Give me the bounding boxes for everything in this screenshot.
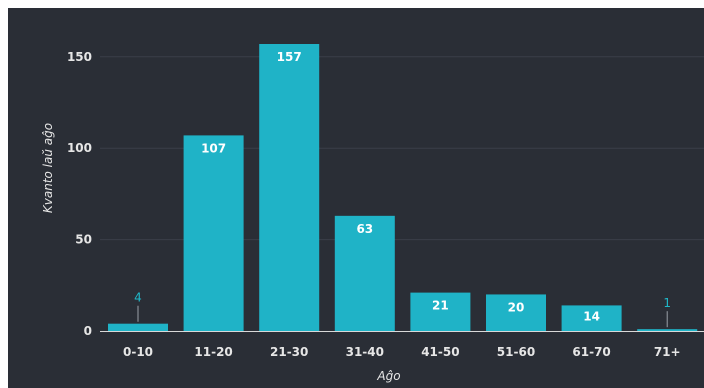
data-label: 1 [663,296,671,310]
data-label: 107 [201,141,226,155]
bar-21-30 [259,44,320,331]
data-labels: 4 107 157 63 21 20 14 1 [134,50,671,328]
bar-61-70 [561,305,622,331]
x-tick-label: 61-70 [572,345,610,359]
data-label: 20 [508,300,525,314]
y-tick-label: 50 [75,233,92,247]
data-label: 63 [356,222,373,236]
data-label: 14 [583,309,600,323]
bar-0-10 [108,323,168,331]
y-axis-title: Kvanto laŭ aĝo [41,123,55,213]
data-label: 4 [134,291,142,305]
data-label: 21 [432,299,449,313]
x-tick-label: 41-50 [421,345,459,359]
bar-71+ [637,329,698,331]
x-tick-label: 11-20 [194,345,232,359]
bars [108,44,698,331]
bar-31-40 [334,215,395,331]
bar-41-50 [410,292,471,331]
bar-51-60 [486,294,546,331]
x-tick-label: 31-40 [346,345,384,359]
x-tick-label: 71+ [654,345,681,359]
x-tick-label: 21-30 [270,345,308,359]
y-axis-ticks: 0 50 100 150 [67,50,92,338]
y-tick-label: 150 [67,50,92,64]
x-tick-label: 0-10 [123,345,153,359]
chart-panel: 0 50 100 150 4 107 157 63 21 20 14 1 0-10 11-20 21-3… [8,8,704,388]
bar-11-20 [183,135,244,331]
bar-chart: 0 50 100 150 4 107 157 63 21 20 14 1 0-10 11-20 21-3… [41,44,704,383]
x-tick-label: 51-60 [497,345,535,359]
x-axis-ticks: 0-10 11-20 21-30 31-40 41-50 51-60 61-70 71+ [123,345,681,359]
x-axis-title: Aĝo [376,369,400,383]
y-tick-label: 100 [67,141,92,155]
data-label: 157 [277,50,302,64]
y-tick-label: 0 [84,324,92,338]
